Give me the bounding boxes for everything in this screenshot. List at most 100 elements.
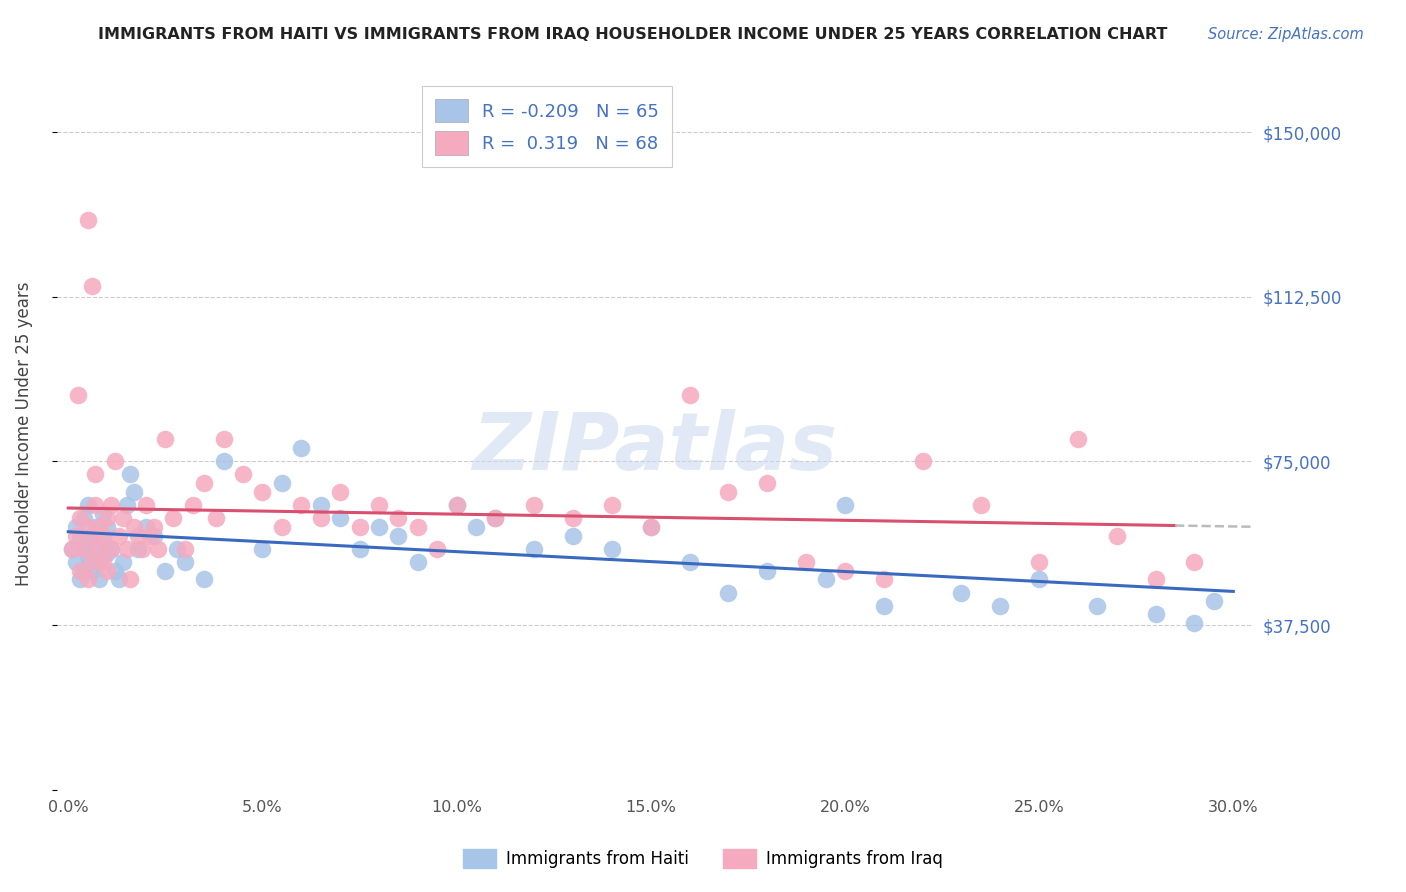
Point [60, 541, 83, 556]
Point [96, 511, 118, 525]
Point [970, 498, 993, 512]
Point [1028, 555, 1050, 569]
Point [100, 541, 122, 556]
Point [73, 541, 96, 556]
Point [678, 555, 700, 569]
Point [173, 555, 195, 569]
Point [127, 528, 149, 542]
Point [76, 533, 98, 547]
Point [89, 520, 111, 534]
Point [69, 528, 91, 542]
Point [678, 388, 700, 402]
Point [834, 498, 856, 512]
Point [142, 520, 165, 534]
Point [181, 498, 204, 512]
Point [426, 541, 449, 556]
Point [193, 475, 215, 490]
Point [120, 467, 142, 482]
Point [124, 484, 146, 499]
Point [523, 498, 546, 512]
Point [91, 555, 114, 569]
Point [387, 528, 409, 542]
Point [1184, 555, 1206, 569]
Point [96, 546, 118, 560]
Point [107, 573, 129, 587]
Point [406, 520, 429, 534]
Point [1144, 607, 1167, 622]
Point [270, 475, 292, 490]
Text: IMMIGRANTS FROM HAITI VS IMMIGRANTS FROM IRAQ HOUSEHOLDER INCOME UNDER 25 YEARS : IMMIGRANTS FROM HAITI VS IMMIGRANTS FROM… [98, 27, 1168, 42]
Point [69, 511, 91, 525]
Point [69, 573, 91, 587]
Point [80, 278, 103, 293]
Point [66, 388, 89, 402]
Point [1202, 594, 1225, 608]
Point [135, 498, 157, 512]
Point [96, 520, 118, 534]
Point [290, 498, 312, 512]
Point [600, 541, 623, 556]
Point [368, 498, 391, 512]
Point [96, 564, 118, 578]
Point [349, 541, 371, 556]
Point [814, 573, 837, 587]
Point [100, 541, 122, 556]
Point [84, 498, 107, 512]
Legend: Immigrants from Haiti, Immigrants from Iraq: Immigrants from Haiti, Immigrants from I… [457, 842, 949, 875]
Point [193, 573, 215, 587]
Point [73, 564, 96, 578]
Point [120, 573, 142, 587]
Point [146, 541, 169, 556]
Point [270, 520, 292, 534]
Point [446, 498, 468, 512]
Point [80, 528, 103, 542]
Point [73, 541, 96, 556]
Point [84, 520, 107, 534]
Point [484, 511, 506, 525]
Point [329, 484, 352, 499]
Point [139, 528, 162, 542]
Point [329, 511, 352, 525]
Point [80, 555, 103, 569]
Point [1085, 599, 1108, 613]
Point [756, 475, 779, 490]
Point [135, 520, 157, 534]
Point [84, 467, 107, 482]
Point [290, 441, 312, 455]
Point [65, 555, 87, 569]
Point [600, 498, 623, 512]
Text: Source: ZipAtlas.com: Source: ZipAtlas.com [1208, 27, 1364, 42]
Point [76, 550, 98, 565]
Point [1184, 616, 1206, 631]
Point [911, 454, 934, 468]
Point [988, 599, 1011, 613]
Point [523, 541, 546, 556]
Point [756, 564, 779, 578]
Point [717, 484, 740, 499]
Point [76, 213, 98, 227]
Point [349, 520, 371, 534]
Point [166, 541, 188, 556]
Point [309, 511, 332, 525]
Point [1144, 573, 1167, 587]
Point [69, 564, 91, 578]
Point [142, 528, 165, 542]
Point [91, 528, 114, 542]
Point [873, 599, 896, 613]
Point [89, 541, 111, 556]
Point [465, 520, 488, 534]
Point [91, 507, 114, 521]
Point [91, 533, 114, 547]
Point [309, 498, 332, 512]
Point [104, 454, 127, 468]
Point [127, 541, 149, 556]
Point [1105, 528, 1128, 542]
Point [562, 511, 585, 525]
Point [368, 520, 391, 534]
Y-axis label: Householder Income Under 25 years: Householder Income Under 25 years [15, 281, 32, 586]
Point [446, 498, 468, 512]
Point [84, 541, 107, 556]
Point [76, 520, 98, 534]
Point [80, 528, 103, 542]
Text: ZIPatlas: ZIPatlas [472, 409, 837, 487]
